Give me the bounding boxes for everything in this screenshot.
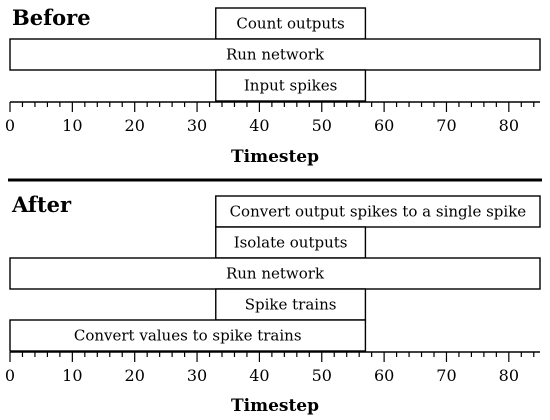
x-tick-label: 10 [62,366,82,385]
x-tick-label: 80 [499,116,519,135]
x-axis-title: Timestep [231,396,319,416]
timeline-bar [9,257,541,290]
x-tick-label: 30 [187,366,207,385]
bar-label: Spike trains [245,296,337,314]
x-tick-label: 0 [5,366,15,385]
timeline-bar [9,319,367,352]
bar-label: Run network [226,46,325,64]
timeline-bar [215,195,541,228]
bar-label: Input spikes [244,77,337,95]
x-tick-label: 0 [5,116,15,135]
x-tick-label: 20 [125,116,145,135]
x-tick-label: 80 [499,366,519,385]
x-tick-label: 40 [249,116,269,135]
timeline-bar [9,38,541,71]
timeline-bar [215,69,367,102]
x-tick-label: 40 [249,366,269,385]
bar-label: Convert values to spike trains [74,327,302,345]
x-tick-label: 70 [436,116,456,135]
x-tick-label: 50 [312,366,332,385]
bar-label: Isolate outputs [234,234,348,252]
after-panel: After Convert output spikes to a single s… [5,192,541,416]
panel-title: After [11,192,72,217]
timeline-bar [215,7,367,40]
x-tick-label: 60 [374,366,394,385]
x-tick-label: 70 [436,366,456,385]
bar-label: Run network [226,265,325,283]
x-axis-title: Timestep [231,147,319,167]
timeline-bar [215,288,367,321]
x-tick-label: 60 [374,116,394,135]
panel-title: Before [12,5,91,30]
x-tick-label: 20 [125,366,145,385]
before-panel: Before Count outputs Run network Input spik… [5,5,541,167]
bar-label: Convert output spikes to a single spike [230,203,527,221]
x-tick-label: 50 [312,116,332,135]
x-tick-label: 30 [187,116,207,135]
x-tick-label: 10 [62,116,82,135]
bar-label: Count outputs [236,15,344,33]
timeline-bar [215,226,367,259]
